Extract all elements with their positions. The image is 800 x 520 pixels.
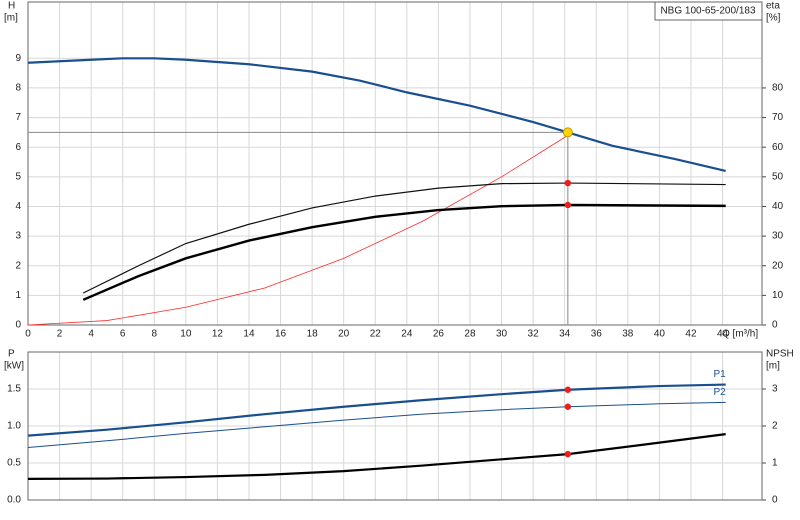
duty-point xyxy=(564,450,572,458)
duty-point xyxy=(562,127,573,138)
y2-tick-label: 70 xyxy=(772,112,784,123)
x-tick-label: 26 xyxy=(433,329,445,340)
x-tick-label: 24 xyxy=(401,329,413,340)
y2-tick-label: 40 xyxy=(772,201,784,212)
y-tick-label: 0 xyxy=(15,320,21,331)
y-tick-label: 2 xyxy=(15,260,21,271)
duty-point xyxy=(564,201,572,209)
curve xyxy=(27,433,726,481)
curve xyxy=(82,203,726,301)
x-tick-label: 32 xyxy=(528,329,540,340)
y-axis-label: H xyxy=(8,1,15,12)
x-tick-label: 18 xyxy=(307,329,319,340)
x-tick-label: 0 xyxy=(25,329,31,340)
x-tick-label: 36 xyxy=(591,329,603,340)
x-tick-label: 16 xyxy=(275,329,287,340)
x-tick-label: 40 xyxy=(654,329,666,340)
y-axis-unit: [kW] xyxy=(4,361,24,372)
y2-tick-label: 80 xyxy=(772,83,784,94)
y-tick-label: 6 xyxy=(15,142,21,153)
y-tick-label: 4 xyxy=(15,201,21,212)
y2-tick-label: 60 xyxy=(772,142,784,153)
y-axis-label: P xyxy=(8,349,15,360)
title-box xyxy=(654,1,763,21)
x-tick-label: 22 xyxy=(370,329,382,340)
x-tick-label: 2 xyxy=(57,329,63,340)
y2-tick-label: 20 xyxy=(772,260,784,271)
y-tick-label: 3 xyxy=(15,231,21,242)
y-axis-unit: [m] xyxy=(4,13,18,24)
y2-tick-label: 0 xyxy=(772,495,778,506)
duty-point xyxy=(564,403,572,410)
x-tick-label: 38 xyxy=(622,329,634,340)
y2-tick-label: 50 xyxy=(772,171,784,182)
y2-tick-label: 0 xyxy=(772,320,778,331)
x-tick-label: 28 xyxy=(464,329,476,340)
curve xyxy=(27,401,726,448)
y2-axis-label: NPSH xyxy=(766,349,794,360)
y-tick-label: 1.0 xyxy=(7,421,21,432)
x-tick-label: 4 xyxy=(88,329,94,340)
x-axis-label: Q [m³/h] xyxy=(722,329,758,340)
y2-tick-label: 1 xyxy=(772,458,778,469)
curve xyxy=(27,383,726,437)
duty-point xyxy=(564,179,572,187)
curve xyxy=(82,182,726,294)
y-tick-label: 7 xyxy=(15,112,21,123)
y2-axis-unit: [m] xyxy=(766,361,780,372)
y-tick-label: 1 xyxy=(15,290,21,301)
duty-point xyxy=(564,386,572,393)
y2-axis-unit: [%] xyxy=(766,13,781,24)
x-tick-label: 44 xyxy=(717,329,729,340)
x-tick-label: 14 xyxy=(243,329,255,340)
y-tick-label: 0.5 xyxy=(7,458,21,469)
plot-frame xyxy=(27,1,763,326)
x-tick-label: 42 xyxy=(685,329,697,340)
y2-tick-label: 2 xyxy=(772,421,778,432)
legend-label: P1 xyxy=(713,369,726,380)
x-tick-label: 12 xyxy=(212,329,224,340)
x-tick-label: 20 xyxy=(338,329,350,340)
x-tick-label: 30 xyxy=(496,329,508,340)
curve xyxy=(27,57,726,172)
y-tick-label: 5 xyxy=(15,171,21,182)
y-tick-label: 8 xyxy=(15,83,21,94)
x-tick-label: 34 xyxy=(559,329,571,340)
y2-tick-label: 3 xyxy=(772,384,778,395)
y-tick-label: 1.5 xyxy=(7,384,21,395)
y2-axis-label: eta xyxy=(766,1,780,12)
y-tick-label: 0.0 xyxy=(7,495,21,506)
y2-tick-label: 30 xyxy=(772,231,784,242)
x-tick-label: 10 xyxy=(180,329,192,340)
x-tick-label: 8 xyxy=(151,329,157,340)
plot-frame xyxy=(27,351,763,501)
legend-label: P2 xyxy=(713,387,726,398)
y-tick-label: 9 xyxy=(15,53,21,64)
y2-tick-label: 10 xyxy=(772,290,784,301)
chart-title: NBG 100-65-200/183 xyxy=(660,6,756,17)
x-tick-label: 6 xyxy=(120,329,126,340)
